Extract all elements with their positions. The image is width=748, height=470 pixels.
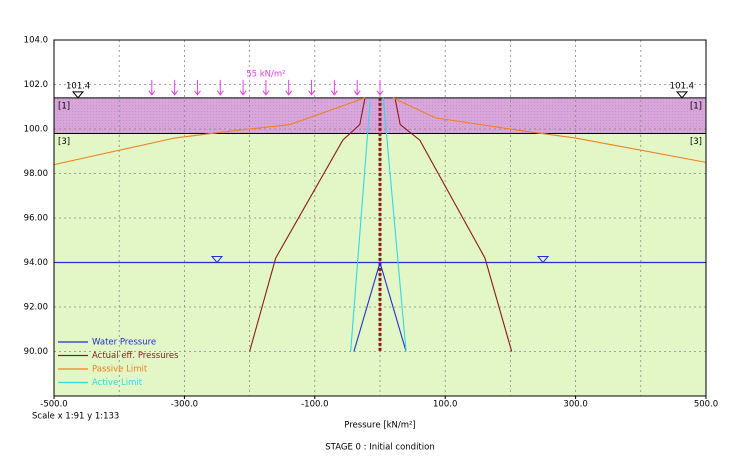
surcharge-arrow: [376, 79, 384, 96]
x-tick-label: -300.0: [171, 400, 198, 410]
water-marker: [210, 256, 224, 264]
y-tick-label: 90.00: [24, 347, 48, 357]
surcharge-arrow: [353, 79, 361, 96]
surcharge-arrow: [262, 79, 270, 96]
x-axis-label: Pressure [kN/m²]: [344, 421, 415, 431]
legend-label: Water Pressure: [92, 338, 156, 348]
y-tick-label: 96.00: [24, 214, 48, 224]
layer-label: [3]: [58, 137, 70, 147]
plot-frame: [53, 39, 707, 397]
series-line: [53, 97, 707, 166]
series-line: [249, 97, 513, 352]
surcharge-arrow: [330, 79, 338, 96]
layer-label: [1]: [58, 101, 70, 111]
legend-label: Actual eff. Pressures: [92, 351, 179, 361]
x-tick-label: -100.0: [301, 400, 328, 410]
x-tick-label: 100.0: [433, 400, 457, 410]
water-marker: [536, 256, 550, 264]
surcharge-arrow: [194, 79, 201, 96]
y-tick-label: 92.00: [24, 303, 48, 313]
surcharge-arrow: [308, 79, 315, 96]
y-tick-label: 104.0: [24, 36, 48, 46]
surcharge-arrow: [216, 79, 224, 96]
surcharge-arrow: [239, 79, 247, 96]
series-line: [350, 97, 407, 352]
surcharge-arrow: [171, 79, 179, 96]
surcharge-arrow: [285, 79, 293, 96]
x-tick-label: 500.0: [694, 400, 718, 410]
level-marker: [675, 91, 689, 99]
level-label: 101.4: [66, 81, 90, 91]
layer-label: [1]: [690, 101, 702, 111]
x-tick-label: 300.0: [563, 400, 587, 410]
series-line: [353, 260, 407, 352]
y-tick-label: 102.0: [24, 80, 48, 90]
y-tick-label: 98.00: [24, 169, 48, 179]
y-tick-label: 100.0: [24, 125, 48, 135]
legend-label: Active Limit: [92, 378, 143, 388]
level-label: 101.4: [670, 81, 694, 91]
caption: STAGE 0 : Initial condition: [325, 443, 434, 453]
layer-label: [3]: [690, 137, 702, 147]
level-marker: [71, 91, 85, 99]
x-tick-label: -500.0: [40, 400, 67, 410]
legend-label: Passive Limit: [92, 365, 148, 375]
y-tick-label: 94.00: [24, 258, 48, 268]
surcharge-label: 55 kN/m²: [246, 69, 285, 79]
surcharge-arrow: [148, 79, 156, 96]
scale-note: Scale x 1:91 y 1:133: [32, 412, 119, 422]
